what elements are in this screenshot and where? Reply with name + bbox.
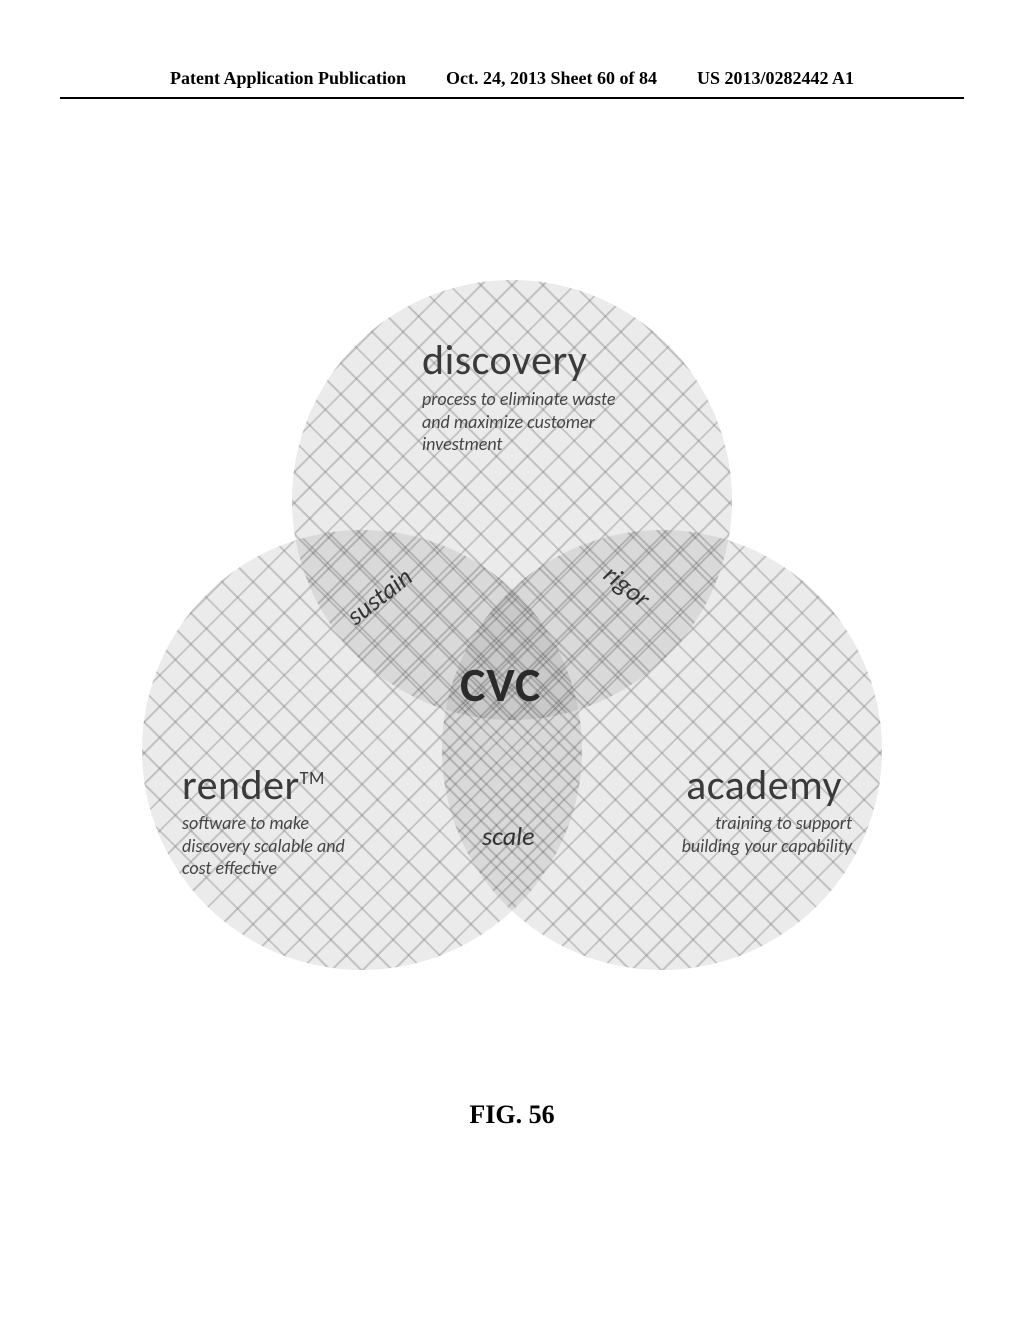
figure-caption: FIG. 56	[469, 1100, 554, 1130]
desc-discovery: process to eliminate waste and maximize …	[422, 388, 622, 456]
title-academy: academy	[662, 760, 842, 811]
overlap-scale: scale	[482, 820, 535, 852]
header-publication: Patent Application Publication	[170, 68, 406, 89]
page-header: Patent Application Publication Oct. 24, …	[60, 68, 964, 99]
header-date-sheet: Oct. 24, 2013 Sheet 60 of 84	[446, 68, 657, 89]
trademark-symbol: TM	[300, 767, 325, 789]
circle-academy	[442, 530, 882, 970]
overlap-center-cvc: CVC	[460, 655, 541, 714]
desc-render: software to make discovery scalable and …	[182, 812, 372, 880]
title-discovery: discovery	[422, 335, 587, 386]
title-render-text: render	[182, 760, 300, 811]
desc-academy: training to support building your capabi…	[662, 812, 852, 857]
title-render: renderTM	[182, 760, 325, 811]
header-pub-number: US 2013/0282442 A1	[697, 68, 854, 89]
venn-diagram: discovery process to eliminate waste and…	[132, 280, 892, 980]
